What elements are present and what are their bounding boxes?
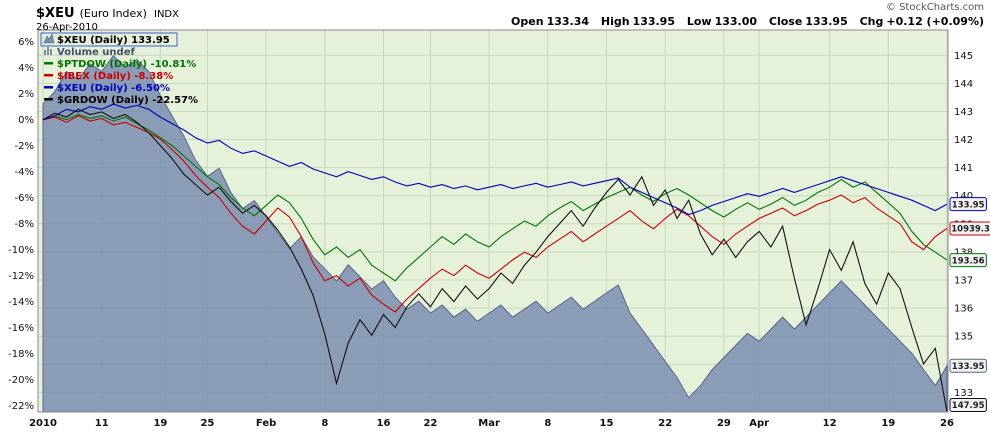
date-axis-label: Feb (256, 418, 276, 429)
pct-axis-label: -8% (15, 219, 34, 230)
pct-axis-label: -14% (8, 297, 34, 308)
line-swatch-icon (44, 62, 53, 65)
date-axis-label: Apr (749, 418, 769, 429)
pct-axis-label: -22% (8, 401, 34, 412)
last-value-box-xeu: 133.95 (949, 197, 987, 212)
svg-text:$XEU (Daily) 133.95: $XEU (Daily) 133.95 (57, 35, 170, 46)
pct-axis-label: -20% (8, 375, 34, 386)
price-axis-label: 141 (954, 163, 973, 174)
pct-axis-label: 6% (18, 37, 34, 48)
date-axis-label: 11 (95, 418, 109, 429)
plot-border (37, 29, 949, 413)
low-value: 133.00 (714, 15, 758, 28)
last-value-box-xeu-area: 133.95 (949, 358, 987, 373)
pct-axis-label: -16% (8, 323, 34, 334)
svg-text:10939.3: 10939.3 (951, 225, 990, 235)
close-label: Close (768, 15, 803, 28)
date-axis-label: 12 (823, 418, 837, 429)
svg-text:147.95: 147.95 (952, 401, 985, 411)
price-axis-label: 137 (954, 276, 973, 287)
pct-axis-label: -12% (8, 271, 34, 282)
price-axis-label: 145 (954, 51, 973, 62)
line-swatch-icon (44, 98, 53, 101)
pct-axis-label: -2% (15, 141, 34, 152)
date-axis-label: 8 (544, 418, 551, 429)
date-axis-label: 16 (377, 418, 391, 429)
date-axis-label: 22 (658, 418, 672, 429)
legend-item-ibex[interactable]: $IBEX (Daily) -8.38% (44, 71, 173, 82)
open-label: Open (511, 15, 544, 28)
svg-text:$PTDOW (Daily) -10.81%: $PTDOW (Daily) -10.81% (57, 59, 196, 70)
date-axis-label: 26 (940, 418, 954, 429)
last-value-box-ptdow: 193.56 (949, 253, 987, 268)
last-value-box-grdow: 147.95 (949, 398, 987, 412)
area-swatch-icon (43, 33, 55, 44)
area-series-xeu-area (42, 54, 948, 413)
legend-item-xeu-price[interactable]: $XEU (Daily) 133.95 (40, 32, 178, 47)
exchange-tag: INDX (154, 9, 179, 20)
pct-axis-label: 0% (18, 115, 34, 126)
copyright: © StockCharts.com (885, 2, 984, 13)
symbol-name: (Euro Index) (79, 7, 147, 20)
page-title: $XEU (36, 6, 75, 21)
line-series-grdow (42, 108, 948, 413)
date-axis-label: 8 (321, 418, 328, 429)
pct-axis-label: -6% (15, 193, 34, 204)
date-axis-label: 22 (423, 418, 437, 429)
legend-item-ptdow[interactable]: $PTDOW (Daily) -10.81% (44, 59, 196, 70)
date-axis-label: 29 (717, 418, 731, 429)
date-axis-label: 19 (153, 418, 167, 429)
line-series-ibex (42, 115, 948, 313)
chart-header: $XEU (Euro Index) INDX 26-Apr-2010 © Sto… (36, 2, 984, 33)
price-axis-label: 138 (954, 247, 973, 258)
legend-item-volume[interactable]: Volume undef (44, 47, 135, 58)
pct-axis-label: -4% (15, 167, 34, 178)
pct-axis-label: -18% (8, 349, 34, 360)
volume-bars-icon (44, 47, 52, 55)
last-value-box-ibex: 10939.3 (949, 221, 990, 236)
line-series-xeu (42, 103, 948, 216)
line-swatch-icon (44, 86, 53, 89)
date-axis-label: 15 (600, 418, 614, 429)
price-axis-label: 135 (954, 332, 973, 343)
price-axis-label: 140 (954, 191, 973, 202)
svg-text:$XEU (Daily) -6.50%: $XEU (Daily) -6.50% (57, 83, 170, 94)
pct-axis-label: 4% (18, 63, 34, 74)
date-axis-label: 2010 (29, 418, 57, 429)
legend-item-grdow[interactable]: $GRDOW (Daily) -22.57% (44, 95, 198, 106)
svg-text:133.95: 133.95 (952, 362, 985, 372)
quote-block: © StockCharts.com Open 133.34 High 133.95 … (511, 2, 984, 33)
low-label: Low (686, 15, 712, 28)
svg-text:Volume undef: Volume undef (57, 47, 135, 58)
svg-text:$GRDOW (Daily) -22.57%: $GRDOW (Daily) -22.57% (57, 95, 198, 106)
pct-axis-label: 2% (18, 89, 34, 100)
legend-item-xeu[interactable]: $XEU (Daily) -6.50% (44, 83, 170, 94)
price-axis-label: 133 (954, 388, 973, 399)
close-value: 133.95 (805, 15, 848, 28)
price-axis-label: 144 (954, 79, 973, 90)
title-block: $XEU (Euro Index) INDX 26-Apr-2010 (36, 2, 179, 33)
svg-text:$IBEX (Daily) -8.38%: $IBEX (Daily) -8.38% (57, 71, 173, 82)
line-swatch-icon (44, 74, 53, 77)
date-axis-label: Mar (478, 418, 500, 429)
date-axis-label: 25 (200, 418, 214, 429)
legend-selection-box (40, 32, 178, 47)
chart-date: 26-Apr-2010 (36, 22, 98, 33)
price-axis-label: 142 (954, 135, 973, 146)
line-series-ptdow (42, 113, 948, 282)
pct-axis-label: -10% (8, 245, 34, 256)
quote-row: Open 133.34 High 133.95 Low 133.00 Close 133… (511, 15, 984, 28)
chg-label: Chg (859, 15, 884, 28)
chg-value: +0.12 (+0.09%) (886, 15, 984, 28)
open-value: 133.34 (546, 15, 590, 28)
date-axis-label: 19 (881, 418, 895, 429)
high-label: High (600, 15, 630, 28)
price-axis-label: 136 (954, 304, 973, 315)
svg-text:133.95: 133.95 (952, 200, 985, 210)
high-value: 133.95 (632, 15, 675, 28)
svg-text:193.56: 193.56 (952, 256, 985, 266)
price-axis-label: 143 (954, 107, 973, 118)
